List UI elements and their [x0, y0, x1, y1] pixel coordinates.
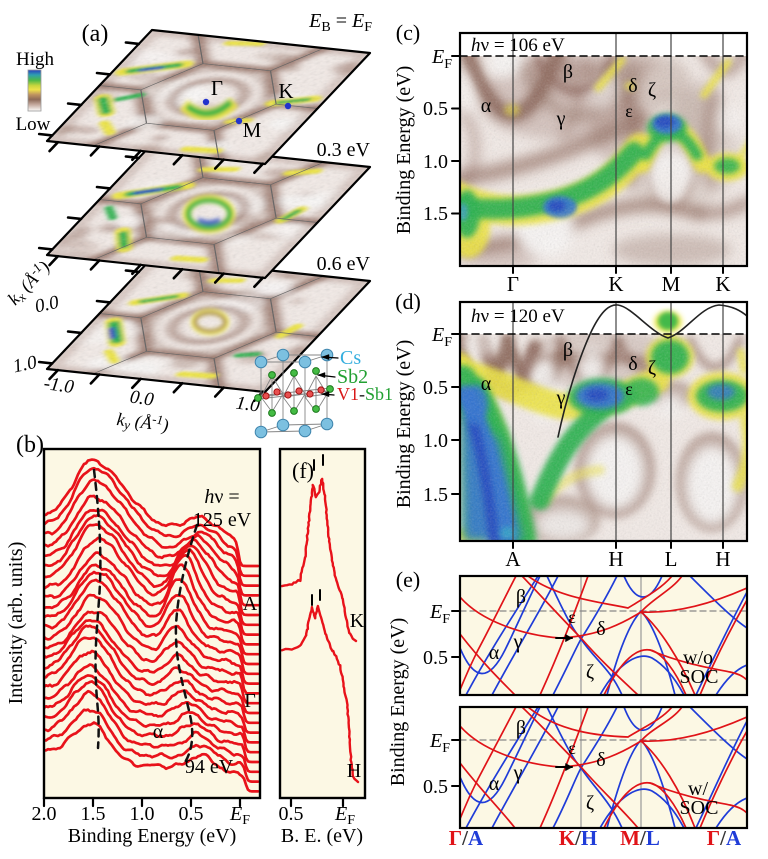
- svg-text:(e): (e): [396, 567, 420, 592]
- svg-text:L: L: [665, 547, 678, 571]
- svg-text:1.5: 1.5: [423, 203, 448, 225]
- svg-text:γ: γ: [556, 387, 566, 409]
- svg-text:0.5: 0.5: [279, 803, 304, 825]
- svg-text:H: H: [715, 547, 730, 571]
- svg-text:94 eV: 94 eV: [185, 756, 234, 778]
- svg-text:ζ: ζ: [586, 661, 594, 683]
- svg-text:β: β: [516, 717, 526, 739]
- svg-text:α: α: [489, 642, 500, 664]
- svg-text:A: A: [243, 593, 258, 615]
- svg-text:H: H: [347, 760, 361, 782]
- svg-text:hν = 106 eV: hν = 106 eV: [471, 35, 565, 56]
- svg-text:Sb2: Sb2: [337, 366, 368, 388]
- svg-text:EF: EF: [334, 803, 355, 828]
- svg-text:γ: γ: [513, 631, 523, 653]
- svg-text:H: H: [608, 547, 623, 571]
- svg-text:ε: ε: [625, 101, 633, 121]
- svg-text:Binding Energy (eV): Binding Energy (eV): [387, 618, 409, 787]
- svg-text:δ: δ: [628, 75, 637, 97]
- svg-text:ky (Å-1): ky (Å-1): [115, 407, 170, 437]
- svg-text:K: K: [715, 272, 730, 296]
- svg-text:EF: EF: [429, 601, 450, 627]
- svg-text:V1-Sb1: V1-Sb1: [337, 384, 393, 404]
- svg-text:Cs: Cs: [340, 347, 361, 369]
- svg-text:0.5: 0.5: [423, 647, 448, 669]
- svg-text:0.5: 0.5: [179, 803, 204, 825]
- svg-text:Γ: Γ: [507, 272, 519, 296]
- svg-text:α: α: [153, 721, 164, 743]
- svg-text:(b): (b): [16, 432, 44, 458]
- svg-text:Binding Energy (eV): Binding Energy (eV): [68, 825, 237, 847]
- svg-text:B. E. (eV): B. E. (eV): [281, 825, 363, 847]
- svg-text:(f): (f): [292, 458, 314, 483]
- svg-text:SOC: SOC: [680, 666, 719, 688]
- svg-text:Intensity (arb. units): Intensity (arb. units): [5, 542, 27, 705]
- svg-text:K: K: [608, 272, 623, 296]
- svg-text:(c): (c): [396, 20, 420, 45]
- svg-text:0.3 eV: 0.3 eV: [317, 139, 371, 161]
- svg-text:ε: ε: [568, 738, 576, 758]
- svg-text:(a): (a): [82, 21, 109, 47]
- svg-text:-1.0: -1.0: [42, 373, 75, 398]
- svg-text:0.5: 0.5: [423, 776, 448, 798]
- svg-text:A: A: [505, 547, 521, 571]
- svg-text:M: M: [662, 272, 681, 296]
- svg-text:0.0: 0.0: [129, 387, 156, 411]
- svg-text:0.6 eV: 0.6 eV: [317, 253, 371, 275]
- svg-text:γ: γ: [513, 762, 523, 784]
- svg-text:ζ: ζ: [586, 792, 594, 814]
- svg-text:0.0: 0.0: [33, 292, 61, 318]
- svg-text:(d): (d): [395, 289, 421, 314]
- svg-text:1.0: 1.0: [130, 803, 155, 825]
- svg-text:γ: γ: [556, 108, 566, 130]
- svg-text:EF: EF: [431, 324, 452, 350]
- svg-text:Γ/A: Γ/A: [707, 826, 742, 850]
- svg-text:ζ: ζ: [648, 79, 656, 101]
- svg-text:K: K: [278, 79, 293, 103]
- svg-text:Binding Energy (eV): Binding Energy (eV): [393, 66, 415, 235]
- svg-text:K/H: K/H: [559, 826, 598, 850]
- svg-text:High: High: [16, 49, 55, 70]
- svg-text:0.5: 0.5: [423, 98, 448, 120]
- svg-text:1.5: 1.5: [81, 803, 106, 825]
- svg-text:ε: ε: [568, 607, 576, 627]
- svg-text:w/o: w/o: [683, 647, 713, 669]
- svg-text:α: α: [489, 773, 500, 795]
- svg-text:2.0: 2.0: [32, 803, 57, 825]
- svg-text:β: β: [563, 61, 573, 83]
- svg-text:β: β: [516, 586, 526, 608]
- svg-text:EF: EF: [229, 803, 250, 828]
- svg-text:EF: EF: [431, 46, 452, 72]
- svg-text:α: α: [481, 95, 492, 117]
- svg-text:Binding Energy (eV): Binding Energy (eV): [393, 340, 415, 509]
- svg-text:125 eV: 125 eV: [193, 509, 252, 531]
- svg-text:δ: δ: [628, 353, 637, 375]
- svg-text:M/L: M/L: [620, 826, 660, 850]
- svg-text:Γ: Γ: [211, 76, 223, 100]
- svg-text:1.5: 1.5: [423, 484, 448, 506]
- svg-text:Γ/A: Γ/A: [449, 826, 484, 850]
- svg-text:Γ: Γ: [244, 690, 256, 712]
- svg-text:0.5: 0.5: [423, 377, 448, 399]
- svg-text:1.0: 1.0: [423, 430, 448, 452]
- svg-text:1.0: 1.0: [423, 151, 448, 173]
- svg-text:ε: ε: [625, 379, 633, 399]
- svg-text:EF: EF: [429, 730, 450, 756]
- svg-text:α: α: [481, 373, 492, 395]
- svg-text:M: M: [243, 118, 262, 142]
- svg-text:ζ: ζ: [648, 357, 656, 379]
- svg-text:δ: δ: [596, 749, 605, 771]
- svg-text:w/: w/: [688, 778, 708, 800]
- svg-text:EB = EF: EB = EF: [308, 10, 372, 35]
- svg-text:hν =: hν =: [204, 486, 239, 508]
- svg-text:δ: δ: [596, 618, 605, 640]
- svg-text:K: K: [350, 610, 365, 632]
- svg-text:Low: Low: [16, 114, 51, 135]
- svg-text:hν = 120 eV: hν = 120 eV: [471, 306, 565, 327]
- svg-text:1.0: 1.0: [11, 352, 39, 378]
- svg-text:SOC: SOC: [680, 797, 719, 819]
- svg-text:β: β: [563, 339, 573, 361]
